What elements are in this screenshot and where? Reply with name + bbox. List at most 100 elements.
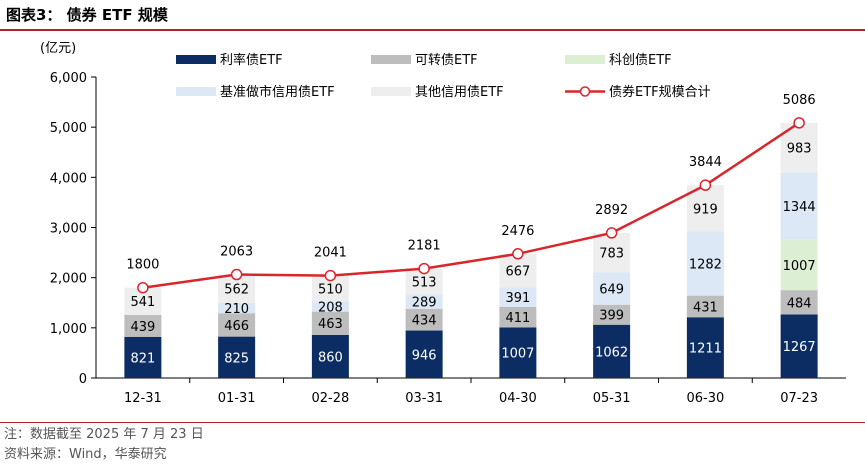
bar-value-label: 919 bbox=[693, 202, 718, 217]
bar-segment bbox=[686, 317, 724, 378]
source-note: 资料来源：Wind，华泰研究 bbox=[4, 447, 167, 462]
bar-value-label: 649 bbox=[599, 282, 624, 297]
total-value-label: 2041 bbox=[314, 246, 347, 261]
legend-label: 基准做市信用债ETF bbox=[220, 84, 335, 100]
bar-value-label: 562 bbox=[224, 283, 249, 298]
bar-value-label: 860 bbox=[318, 350, 343, 365]
bar-segment bbox=[218, 302, 256, 314]
x-tick-label: 03-31 bbox=[405, 391, 443, 406]
bar-segment bbox=[311, 334, 349, 378]
bar-value-label: 411 bbox=[505, 311, 530, 326]
bar-value-label: 208 bbox=[318, 300, 343, 315]
bar-segment bbox=[218, 336, 256, 378]
legend: 利率债ETF 可转债ETF 科创债ETF 基准做市信用债ETF 其他信用债ETF 债券ET… bbox=[176, 52, 711, 100]
bar-segment bbox=[311, 301, 349, 312]
y-tick-label: 0 bbox=[79, 372, 87, 387]
bar-value-label: 1282 bbox=[689, 257, 722, 272]
total-point bbox=[512, 248, 524, 260]
bar-value-label: 484 bbox=[787, 296, 812, 311]
data-note: 注：数据截至 2025 年 7 月 23 日 bbox=[4, 427, 204, 442]
x-tick-label: 06-30 bbox=[686, 391, 724, 406]
bar-value-label: 1007 bbox=[783, 259, 816, 274]
total-point bbox=[699, 179, 712, 191]
x-tick-label: 05-31 bbox=[593, 391, 631, 406]
bar-segment bbox=[499, 287, 537, 307]
figure-title: 图表3： 债券 ETF 规模 bbox=[6, 6, 168, 24]
total-point bbox=[605, 227, 618, 239]
bar-segment bbox=[124, 314, 162, 337]
bar-segment bbox=[780, 239, 818, 291]
bar-value-label: 434 bbox=[412, 314, 437, 329]
bar-segment bbox=[124, 336, 162, 378]
total-value-label: 2476 bbox=[501, 224, 534, 239]
legend-label: 利率债ETF bbox=[220, 52, 283, 68]
legend-label: 其他信用债ETF bbox=[415, 85, 504, 100]
bar-segment bbox=[405, 294, 443, 309]
y-tick-label: 4,000 bbox=[50, 171, 87, 186]
total-value-label: 3844 bbox=[689, 155, 722, 170]
axes: 0 1,000 2,000 3,000 4,000 5,000 6,000 12-31 01-3… bbox=[50, 71, 846, 406]
total-point bbox=[324, 269, 337, 282]
bar-value-label: 1267 bbox=[783, 340, 816, 355]
bar-value-label: 431 bbox=[693, 300, 718, 315]
total-line: 1800 2063 2041 2181 2476 2892 3844 5086 bbox=[126, 93, 816, 294]
y-tick-label: 3,000 bbox=[50, 222, 87, 237]
x-tick-label: 02-28 bbox=[311, 391, 349, 406]
bar-value-label: 210 bbox=[224, 302, 249, 317]
bar-segment bbox=[686, 185, 724, 232]
total-value-label: 5086 bbox=[783, 93, 816, 108]
x-tick-label: 12-31 bbox=[124, 391, 162, 406]
legend-label: 可转债ETF bbox=[415, 53, 478, 68]
bar-segment bbox=[780, 290, 818, 315]
bar-value-label: 513 bbox=[412, 275, 437, 290]
bar-value-label: 1062 bbox=[595, 345, 628, 360]
bar-segment bbox=[311, 311, 349, 335]
bar-value-label: 821 bbox=[130, 351, 155, 366]
x-tick-label: 04-30 bbox=[499, 391, 537, 406]
bar-segment bbox=[686, 295, 724, 318]
bars: 821 439 541 825 466 210 562 860 463 208 510 946 434 2… bbox=[124, 122, 818, 378]
bar-value-label: 983 bbox=[787, 142, 812, 157]
bar-value-label: 289 bbox=[412, 296, 437, 311]
bar-segment bbox=[218, 313, 256, 337]
bar-value-label: 439 bbox=[130, 320, 155, 335]
x-tick-label: 01-31 bbox=[218, 391, 256, 406]
bar-value-label: 667 bbox=[505, 265, 530, 280]
bar-segment bbox=[593, 272, 631, 305]
bar-value-label: 463 bbox=[318, 317, 343, 332]
stacked-bar-chart: (亿元) 0 1,000 2,000 3,000 4,000 5,000 6,000 12-3… bbox=[40, 41, 846, 406]
y-tick-label: 6,000 bbox=[50, 71, 87, 86]
bar-segment bbox=[686, 231, 724, 296]
bar-value-label: 399 bbox=[599, 309, 624, 324]
notes: 注：数据截至 2025 年 7 月 23 日 资料来源：Wind，华泰研究 bbox=[4, 425, 204, 465]
total-value-label: 2063 bbox=[220, 245, 253, 260]
y-tick-label: 1,000 bbox=[50, 322, 87, 337]
legend-swatch-marker bbox=[579, 86, 591, 97]
legend-label: 科创债ETF bbox=[609, 53, 672, 68]
y-axis-label: (亿元) bbox=[40, 41, 76, 56]
bar-value-label: 541 bbox=[130, 295, 155, 310]
y-tick-label: 2,000 bbox=[50, 272, 87, 287]
legend-swatch bbox=[371, 55, 411, 64]
bar-segment bbox=[499, 306, 537, 328]
bar-value-label: 1211 bbox=[689, 342, 722, 357]
bar-segment bbox=[593, 324, 631, 378]
total-point bbox=[137, 281, 149, 294]
bar-segment bbox=[780, 314, 818, 378]
bar-segment bbox=[499, 327, 537, 378]
bar-value-label: 391 bbox=[505, 291, 530, 306]
total-value-label: 2181 bbox=[408, 239, 441, 254]
total-point bbox=[418, 262, 430, 275]
bar-segment bbox=[405, 330, 443, 378]
bar-value-label: 1344 bbox=[783, 200, 816, 215]
bar-value-label: 510 bbox=[318, 282, 343, 297]
y-tick-label: 5,000 bbox=[50, 121, 87, 136]
total-point bbox=[230, 268, 243, 281]
bar-value-label: 825 bbox=[224, 351, 249, 366]
total-point bbox=[793, 117, 805, 129]
legend-label: 债券ETF规模合计 bbox=[609, 84, 711, 100]
bar-value-label: 1007 bbox=[501, 347, 534, 362]
legend-swatch bbox=[371, 87, 411, 96]
total-value-label: 1800 bbox=[126, 258, 159, 273]
x-tick-label: 07-23 bbox=[780, 391, 818, 406]
